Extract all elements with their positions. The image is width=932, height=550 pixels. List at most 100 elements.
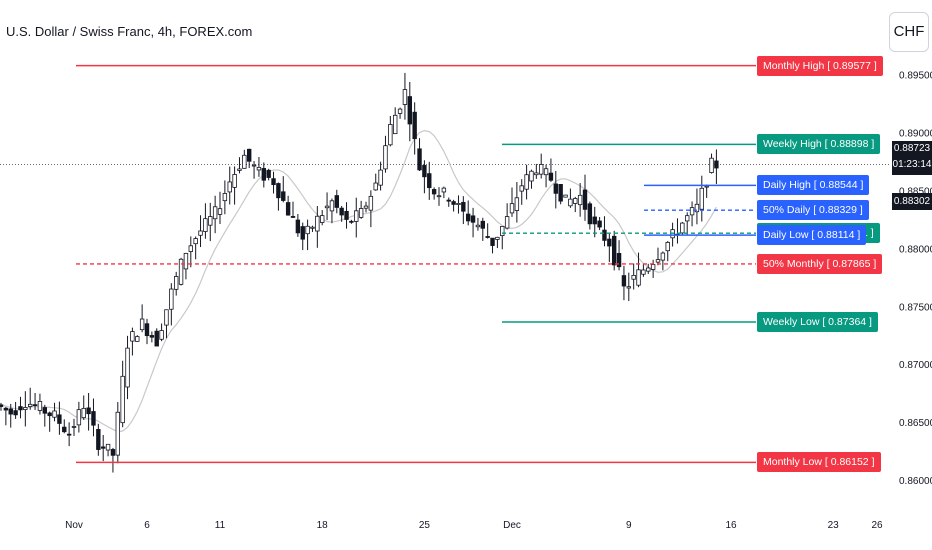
candle-body bbox=[680, 222, 685, 234]
currency-button[interactable]: CHF bbox=[889, 12, 929, 52]
candle-body bbox=[135, 336, 140, 342]
candle-body bbox=[3, 407, 9, 411]
candle-body bbox=[310, 226, 315, 229]
candle-body bbox=[373, 182, 378, 191]
candle-body bbox=[232, 174, 237, 188]
candle-body bbox=[101, 446, 106, 449]
candle-body bbox=[573, 198, 578, 204]
candle-body bbox=[388, 124, 393, 146]
candle-body bbox=[568, 198, 573, 207]
candle-body bbox=[427, 173, 432, 189]
candle-body bbox=[125, 347, 130, 388]
candle-body bbox=[436, 195, 442, 198]
candle-body bbox=[636, 269, 641, 286]
candle-body bbox=[115, 411, 120, 456]
candle-body bbox=[0, 404, 4, 407]
y-tick-label: 0.86000 bbox=[899, 476, 932, 487]
candle-body bbox=[431, 189, 437, 195]
candle-body bbox=[266, 169, 271, 178]
candle-body bbox=[173, 276, 179, 290]
candle-body bbox=[76, 409, 82, 426]
x-tick-label: 9 bbox=[626, 520, 632, 531]
candle-body bbox=[8, 408, 13, 415]
candle-body bbox=[461, 201, 466, 212]
candle-body bbox=[18, 406, 23, 411]
candle-body bbox=[149, 335, 155, 338]
candle-body bbox=[475, 224, 481, 228]
candle-body bbox=[81, 407, 86, 419]
candle-body bbox=[402, 89, 408, 105]
candle-body bbox=[602, 229, 607, 241]
candle-body bbox=[57, 414, 62, 424]
candle-body bbox=[290, 216, 296, 218]
candle-body bbox=[13, 410, 18, 416]
candle-body bbox=[465, 213, 471, 222]
x-tick-label: 26 bbox=[871, 520, 883, 531]
candle-body bbox=[37, 401, 43, 411]
candle-body bbox=[543, 168, 549, 176]
candle-body bbox=[504, 216, 510, 229]
candle-body bbox=[480, 220, 485, 229]
candle-body bbox=[154, 330, 159, 347]
candle-body bbox=[334, 195, 339, 208]
candle-body bbox=[655, 259, 661, 263]
candle-body bbox=[271, 178, 276, 186]
candle-body bbox=[110, 449, 116, 456]
candle-body bbox=[548, 172, 554, 181]
candle-body bbox=[529, 170, 534, 182]
candle-body bbox=[208, 216, 213, 226]
candle-body bbox=[71, 426, 77, 428]
level-tag: Daily Low [ 0.88114 ] bbox=[757, 225, 867, 246]
candle-body bbox=[592, 216, 597, 225]
candle-body bbox=[193, 238, 198, 245]
candle-body bbox=[631, 275, 636, 280]
candle-body bbox=[344, 210, 349, 220]
candle-body bbox=[91, 411, 96, 426]
level-tag: Weekly Low [ 0.87364 ] bbox=[757, 312, 878, 332]
y-tick-label: 0.89500 bbox=[899, 71, 932, 82]
candle-body bbox=[709, 157, 714, 173]
candle-body bbox=[597, 220, 602, 228]
candle-body bbox=[689, 207, 695, 216]
last-price-value: 0.88723 bbox=[893, 143, 931, 154]
candle-body bbox=[315, 215, 320, 232]
candle-body bbox=[641, 269, 646, 275]
candle-body bbox=[665, 241, 670, 252]
candle-body bbox=[383, 145, 388, 170]
candle-body bbox=[27, 403, 33, 407]
x-tick-label: 25 bbox=[419, 520, 431, 531]
candle-body bbox=[300, 226, 305, 240]
candle-body bbox=[183, 252, 189, 270]
candle-body bbox=[32, 404, 38, 407]
candle-body bbox=[704, 185, 709, 188]
candle-body bbox=[281, 191, 286, 201]
price-axis[interactable]: 0.86000 0.86500 0.87000 0.87500 0.88000 0.885… bbox=[899, 71, 932, 487]
level-tag: Monthly High [ 0.89577 ] bbox=[757, 55, 883, 76]
candle-body bbox=[212, 206, 218, 220]
x-tick-label: 16 bbox=[725, 520, 737, 531]
candle-body bbox=[305, 225, 310, 235]
candle-body bbox=[378, 169, 383, 186]
x-tick-label: 23 bbox=[828, 520, 840, 531]
candle-body bbox=[397, 108, 403, 114]
candle-body bbox=[227, 181, 232, 193]
candle-body bbox=[490, 237, 495, 246]
y-tick-label: 0.86500 bbox=[899, 418, 932, 429]
candle-body bbox=[178, 258, 184, 285]
level-tag: 50% Daily [ 0.88329 ] bbox=[757, 200, 869, 221]
candle-body bbox=[47, 412, 52, 417]
candle-body bbox=[558, 184, 563, 202]
candle-body bbox=[23, 407, 28, 410]
candle-body bbox=[62, 426, 67, 433]
candle-body bbox=[621, 275, 627, 287]
candle-body bbox=[500, 226, 505, 237]
candle-body bbox=[563, 194, 568, 198]
candle-body bbox=[495, 236, 500, 240]
time-axis[interactable]: Nov 6 11 18 25 Dec 9 16 23 26 bbox=[65, 520, 883, 531]
x-tick-label: 6 bbox=[144, 520, 150, 531]
candle-body bbox=[616, 253, 622, 268]
candle-body bbox=[276, 183, 281, 199]
candle-body bbox=[519, 185, 524, 192]
candle-body bbox=[694, 203, 700, 213]
